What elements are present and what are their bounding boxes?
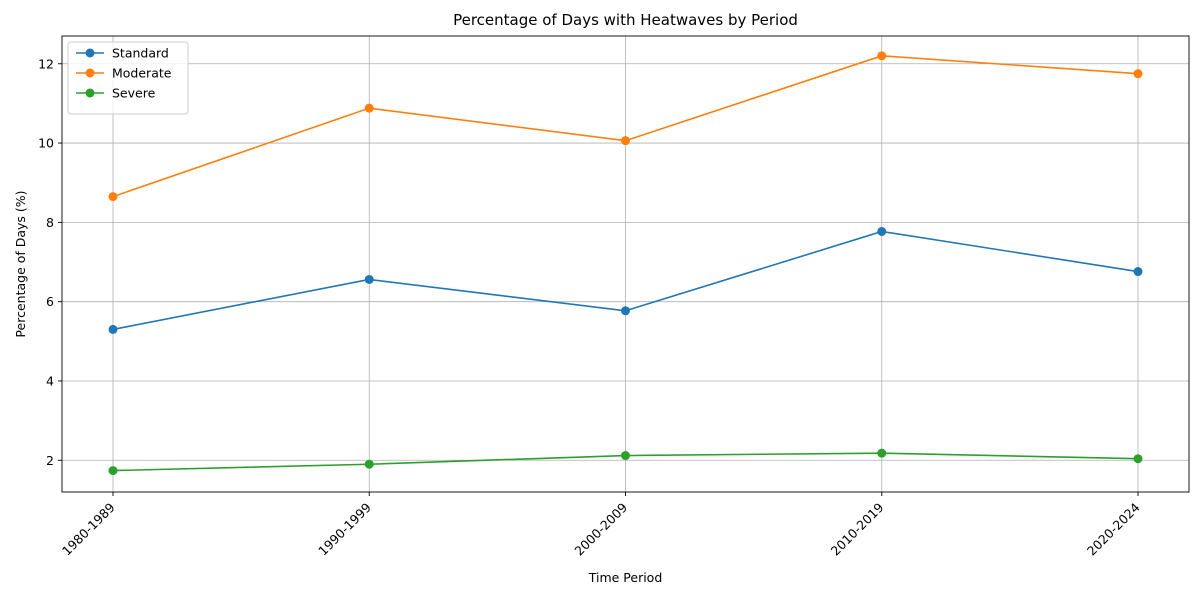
data-point-standard	[364, 274, 374, 284]
y-tick-label: 10	[38, 136, 54, 151]
y-tick-label: 2	[46, 453, 54, 468]
x-tick-label: 1990-1999	[315, 500, 374, 559]
legend-label-standard: Standard	[112, 46, 169, 61]
y-tick-label: 6	[46, 294, 54, 309]
data-point-severe	[877, 448, 887, 458]
legend: Standard Moderate Severe	[67, 41, 189, 115]
data-point-moderate	[364, 103, 374, 113]
legend-label-severe: Severe	[112, 86, 156, 101]
series-layer	[108, 51, 1143, 476]
legend-marker-severe	[85, 88, 95, 98]
data-point-standard	[877, 226, 887, 236]
data-point-standard	[621, 306, 630, 316]
x-tick-label: 2000-2009	[571, 500, 630, 559]
data-point-severe	[364, 459, 374, 469]
y-tick-label: 8	[46, 215, 54, 230]
chart-title: Percentage of Days with Heatwaves by Per…	[453, 11, 798, 29]
y-axis-label: Percentage of Days (%)	[13, 190, 28, 337]
data-point-moderate	[621, 136, 630, 146]
x-tick-label: 2010-2019	[828, 500, 887, 559]
legend-box	[67, 41, 189, 115]
x-axis-label: Time Period	[588, 570, 663, 585]
legend-marker-standard	[85, 48, 95, 58]
legend-marker-moderate	[85, 68, 95, 78]
x-axis: 1980-1989 1990-1999 2000-2009 2010-2019 2020…	[59, 492, 1143, 559]
data-point-severe	[621, 451, 630, 461]
x-tick-label: 1980-1989	[59, 500, 118, 559]
data-point-standard	[1133, 267, 1143, 277]
y-axis: 2 4 6 8 10 12	[38, 56, 62, 468]
grid-lines	[62, 36, 1189, 492]
x-tick-label: 2020-2024	[1084, 500, 1143, 559]
legend-label-moderate: Moderate	[112, 66, 172, 81]
data-point-moderate	[1133, 69, 1143, 79]
data-point-moderate	[877, 51, 887, 61]
y-tick-label: 12	[38, 56, 54, 71]
data-point-moderate	[108, 192, 118, 202]
y-tick-label: 4	[46, 373, 54, 388]
data-point-severe	[108, 466, 118, 476]
data-point-standard	[108, 324, 118, 334]
data-point-severe	[1133, 454, 1143, 464]
